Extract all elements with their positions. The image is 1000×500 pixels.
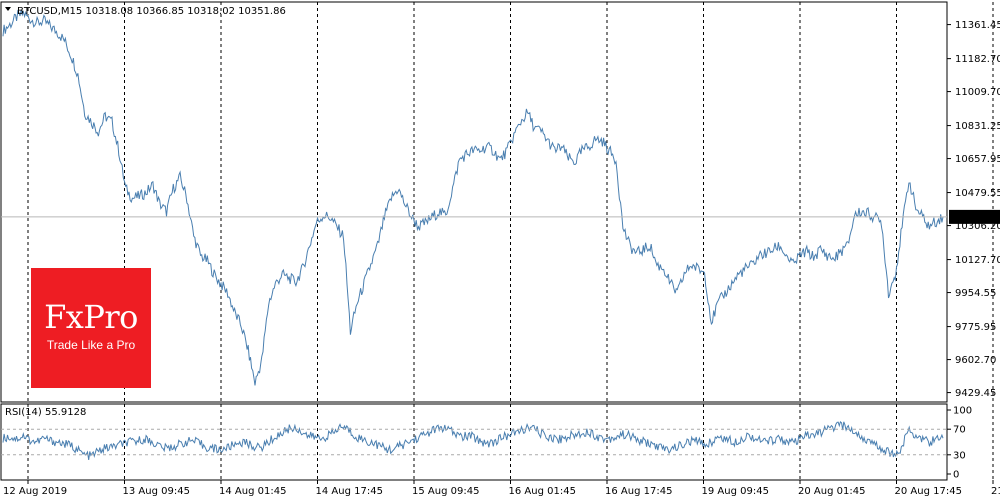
rsi-panel-border (0, 403, 948, 481)
symbol-info-text: BTCUSD,M15 10318.08 10366.85 10318.02 10… (17, 6, 286, 17)
price-tick-label: 11182.70 (955, 54, 1000, 65)
price-tick-label: 10127.70 (955, 255, 1000, 266)
rsi-axis: 100 70 30 0 (1, 406, 972, 481)
current-price-badge (949, 209, 1000, 224)
time-tick-label: 15 Aug 09:45 (412, 486, 479, 497)
rsi-tick-label: 0 (953, 470, 959, 481)
logo-tagline: Trade Like a Pro (46, 338, 136, 352)
grid-lines (27, 2, 994, 480)
chart-frame (0, 1, 948, 481)
price-tick-label: 10479.55 (955, 188, 1000, 199)
price-panel-border (0, 1, 948, 403)
fxpro-logo: FxPro Trade Like a Pro (31, 268, 151, 388)
price-axis: 11361.45 11182.70 11009.70 10831.25 10657.95… (1, 20, 1000, 399)
time-tick-label: 14 Aug 17:45 (316, 486, 383, 497)
time-tick-label: 13 Aug 09:45 (123, 486, 190, 497)
dropdown-triangle-icon[interactable] (5, 7, 11, 11)
price-tick-label: 10831.25 (955, 121, 1000, 132)
time-tick-label: 16 Aug 01:45 (509, 486, 576, 497)
time-tick-label: 21 Aug 09:45 (991, 486, 1000, 497)
price-tick-label: 9602.70 (955, 355, 996, 366)
time-axis: 12 Aug 2019 13 Aug 09:45 14 Aug 01:45 14 Au… (3, 480, 1000, 497)
rsi-line (2, 421, 944, 460)
price-tick-label: 11361.45 (955, 20, 1000, 31)
logo-brand: FxPro (44, 298, 138, 336)
rsi-label: RSI(14) 55.9128 (5, 407, 86, 418)
current-price-label: 10351.86 (952, 213, 1000, 224)
time-tick-label: 20 Aug 01:45 (798, 486, 865, 497)
time-tick-label: 20 Aug 17:45 (895, 486, 962, 497)
rsi-tick-label: 70 (953, 425, 966, 436)
time-tick-label: 14 Aug 01:45 (219, 486, 286, 497)
price-tick-label: 9429.45 (955, 388, 996, 399)
time-tick-label: 12 Aug 2019 (3, 486, 67, 497)
header-info: BTCUSD,M15 10318.08 10366.85 10318.02 10… (5, 6, 286, 17)
rsi-tick-label: 30 (953, 450, 966, 461)
price-tick-label: 10306.20 (955, 221, 1000, 232)
time-tick-label: 16 Aug 17:45 (605, 486, 672, 497)
price-tick-label: 9775.95 (955, 322, 996, 333)
rsi-series (2, 421, 944, 460)
time-tick-label: 19 Aug 09:45 (702, 486, 769, 497)
price-line (2, 9, 944, 386)
rsi-tick-label: 100 (953, 406, 972, 417)
price-series (2, 9, 944, 386)
price-tick-label: 11009.70 (955, 87, 1000, 98)
price-tick-label: 9954.55 (955, 288, 996, 299)
price-tick-label: 10657.95 (955, 154, 1000, 165)
